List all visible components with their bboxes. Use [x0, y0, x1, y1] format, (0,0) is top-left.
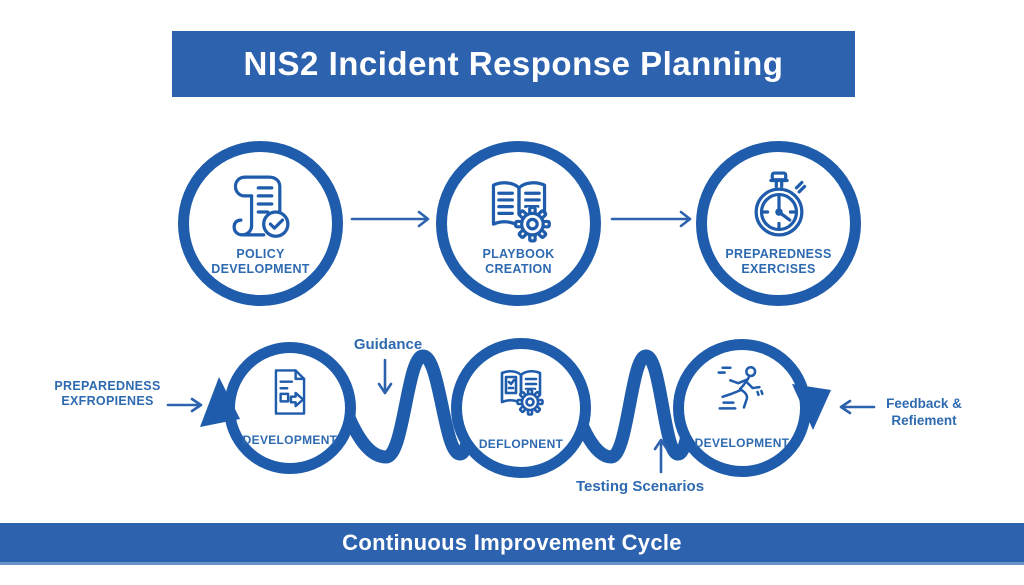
step-playbook-creation: PLAYBOOK CREATION — [436, 141, 601, 306]
feedback-left-arrow — [839, 399, 876, 415]
cycle-arrowhead-up — [200, 377, 240, 427]
step-label: POLICY DEVELOPMENT — [211, 246, 310, 277]
step-policy-development: POLICY DEVELOPMENT — [178, 141, 343, 306]
open-book-gear-icon — [462, 358, 580, 422]
annotation-feedback: Feedback & Refiement — [886, 396, 962, 428]
step-label: DEFLOPNENT — [478, 437, 564, 451]
annotation-testing-scenarios: Testing Scenarios — [575, 478, 705, 495]
flow-arrow-step2-step3 — [610, 210, 692, 228]
cycle-arrowhead-down — [792, 384, 831, 430]
header-banner: NIS2 Incident Response Planning — [172, 31, 855, 97]
running-person-icon — [684, 359, 800, 421]
guidance-down-arrow — [377, 358, 393, 395]
annotation-guidance: Guidance — [353, 336, 423, 353]
step-preparedness-exercises: PREPAREDNESS EXERCISES — [696, 141, 861, 306]
step-label: DEVELOPMENT — [694, 436, 790, 450]
preparedness-input-arrow — [166, 397, 203, 413]
footer-title: Continuous Improvement Cycle — [342, 529, 682, 555]
page-title: NIS2 Incident Response Planning — [243, 45, 784, 82]
step-label: PLAYBOOK CREATION — [482, 246, 555, 277]
document-arrow-icon — [235, 362, 345, 422]
annotation-preparedness: PREPAREDNESS EXFROPIENES — [54, 379, 161, 408]
policy-scroll-check-icon — [189, 165, 332, 251]
flow-arrow-step1-step2 — [350, 210, 430, 228]
open-book-gear-icon — [447, 165, 590, 251]
testing-scenarios-up-arrow — [653, 438, 669, 474]
wave-connector-right — [558, 349, 705, 464]
cycle-step-development-2: DEVELOPMENT — [673, 339, 811, 477]
step-label: DEVELOPMENT — [242, 433, 338, 447]
cycle-step-development-1: DEVELOPMENT — [224, 342, 356, 474]
step-label: PREPAREDNESS EXERCISES — [725, 246, 832, 277]
stopwatch-icon — [707, 165, 850, 251]
cycle-step-deflopnent: DEFLOPNENT — [451, 338, 591, 478]
footer-banner: Continuous Improvement Cycle — [0, 523, 1024, 565]
